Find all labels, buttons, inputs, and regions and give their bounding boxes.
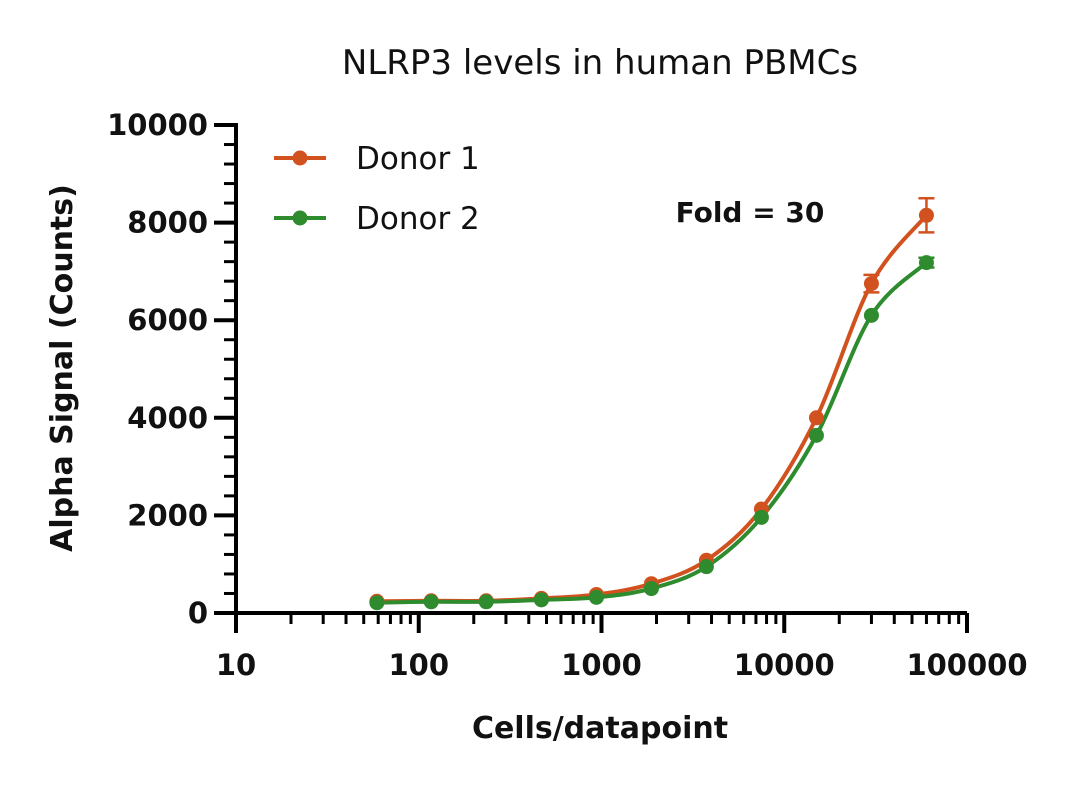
data-point-series-2 (478, 594, 494, 610)
fit-curve-series-2 (376, 261, 928, 605)
data-point-series-2 (643, 581, 659, 597)
y-axis-title: Alpha Signal (Counts) (45, 184, 80, 552)
data-points (369, 207, 934, 611)
axes: 10 100 1000 10000 100000 0 2000 4000 6000 8000 100… (107, 108, 1027, 682)
x-axis-title: Cells/datapoint (472, 711, 728, 746)
data-point-series-1 (808, 410, 824, 426)
x-tick-label: 1000 (561, 648, 642, 682)
data-point-series-2 (533, 592, 549, 608)
x-tick-label: 10 (216, 648, 256, 682)
legend-marker-series-1 (292, 150, 308, 166)
x-tick-label: 100000 (906, 648, 1027, 682)
y-tick-label: 10000 (107, 108, 208, 142)
data-point-series-2 (863, 307, 879, 323)
data-point-series-2 (588, 589, 604, 605)
legend-marker-series-2 (292, 210, 308, 226)
data-point-series-2 (808, 427, 824, 443)
y-tick-label: 4000 (127, 401, 208, 435)
fit-curve-series-1 (376, 214, 929, 604)
legend: Donor 1 Donor 2 (274, 141, 480, 237)
x-tick-label: 100 (388, 648, 449, 682)
data-point-series-2 (698, 559, 714, 575)
y-tick-label: 6000 (127, 303, 208, 337)
y-tick-label: 2000 (127, 498, 208, 532)
x-tick-label: 10000 (734, 648, 835, 682)
legend-label-series-1: Donor 1 (356, 141, 480, 177)
chart-title: NLRP3 levels in human PBMCs (342, 43, 858, 83)
legend-label-series-2: Donor 2 (356, 201, 480, 237)
data-point-series-2 (369, 595, 385, 611)
data-point-series-1 (863, 276, 879, 292)
fit-curves (376, 214, 929, 605)
fold-annotation: Fold = 30 (676, 196, 825, 229)
y-tick-label: 8000 (127, 206, 208, 240)
data-point-series-2 (423, 594, 439, 610)
y-tick-label: 0 (188, 596, 208, 630)
data-point-series-1 (918, 207, 934, 223)
data-point-series-2 (753, 509, 769, 525)
data-point-series-2 (918, 255, 934, 271)
